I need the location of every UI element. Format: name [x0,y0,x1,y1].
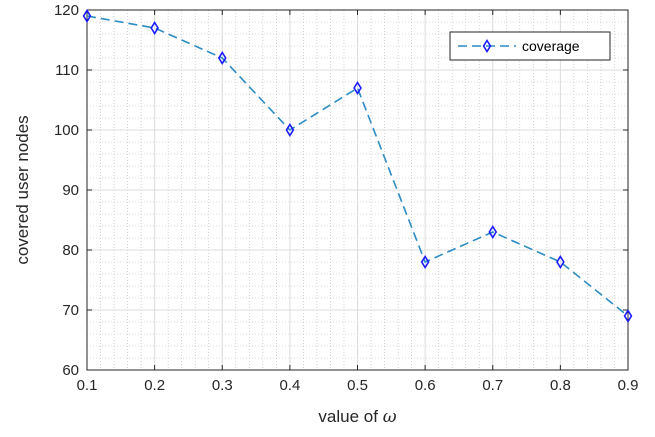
y-tick-label: 120 [54,2,79,19]
y-tick-label: 80 [62,242,79,259]
legend: coverage [449,31,611,61]
x-axis-label-prefix: value of [318,407,382,426]
data-point [82,8,92,24]
series-line-coverage [86,15,629,317]
x-tick-label: 0.1 [77,377,98,394]
legend-entry-coverage: coverage [522,38,580,54]
data-point [556,254,565,270]
y-tick-label: 90 [62,182,79,199]
x-tick-label: 0.2 [144,377,165,394]
legend-marker-diamond [482,38,492,54]
y-tick-label: 100 [54,122,79,139]
x-tick-label: 0.5 [347,377,368,394]
data-point [623,308,633,324]
x-tick-label: 0.4 [279,377,300,394]
x-axis-label: value of ω [318,407,396,427]
data-point [420,254,430,270]
x-tick-label: 0.8 [550,377,571,394]
y-tick-label: 60 [62,362,79,379]
data-point [488,224,498,240]
y-axis-label: covered user nodes [13,115,32,264]
axis-ticks: 0.1 0.2 0.3 0.4 0.5 0.6 0.7 0.8 0.9 60 70 80 90 100 11… [54,2,638,394]
data-point [353,80,362,96]
x-tick-label: 0.7 [482,377,503,394]
x-tick-label: 0.3 [212,377,233,394]
y-tick-label: 110 [55,62,79,79]
data-point [285,122,295,138]
x-tick-label: 0.9 [618,377,639,394]
data-point [150,20,159,36]
x-axis-label-symbol: ω [383,407,397,427]
grid [86,9,629,371]
series-layer [82,8,633,324]
data-point [217,50,227,66]
y-tick-label: 70 [62,302,79,319]
x-tick-label: 0.6 [415,377,436,394]
